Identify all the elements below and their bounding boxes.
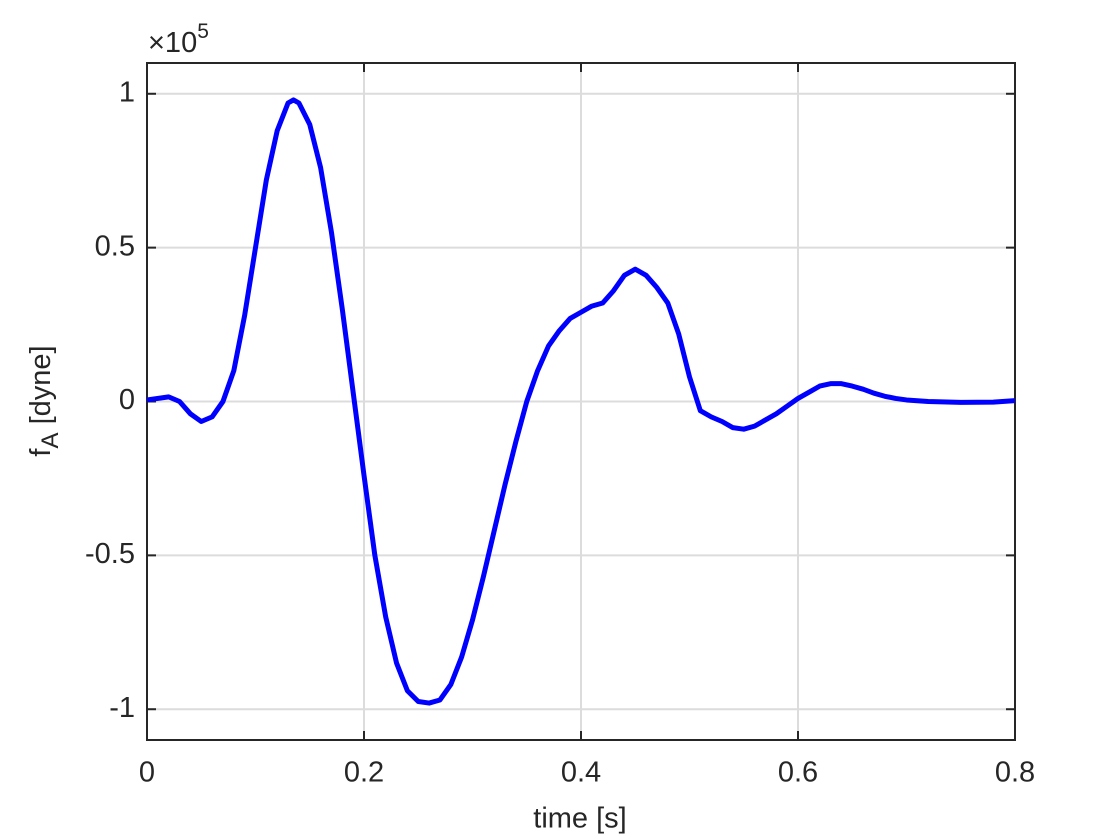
y-tick-label: -0.5 <box>85 538 135 570</box>
y-label-sub: A <box>37 432 64 448</box>
x-tick-label: 0.4 <box>561 757 601 789</box>
y-tick-label: -1 <box>109 692 135 724</box>
y-tick-label: 0.5 <box>95 230 135 262</box>
y-tick-label: 0 <box>119 384 135 416</box>
y-label-main: f <box>25 448 57 457</box>
x-tick-label: 0 <box>139 757 155 789</box>
y-exponent-base: ×10 <box>148 27 197 59</box>
x-tick-label: 0.6 <box>778 757 818 789</box>
x-tick-label: 0.8 <box>995 757 1035 789</box>
x-axis-label: time [s] <box>533 803 626 835</box>
x-tick-label: 0.2 <box>344 757 384 789</box>
y-axis-label: fA [dyne] <box>25 345 65 456</box>
y-exponent-power: 5 <box>197 20 209 43</box>
y-tick-label: 1 <box>119 76 135 108</box>
y-exponent: ×105 <box>148 20 209 59</box>
data-line <box>146 97 1016 706</box>
y-label-rest: [dyne] <box>25 345 57 432</box>
